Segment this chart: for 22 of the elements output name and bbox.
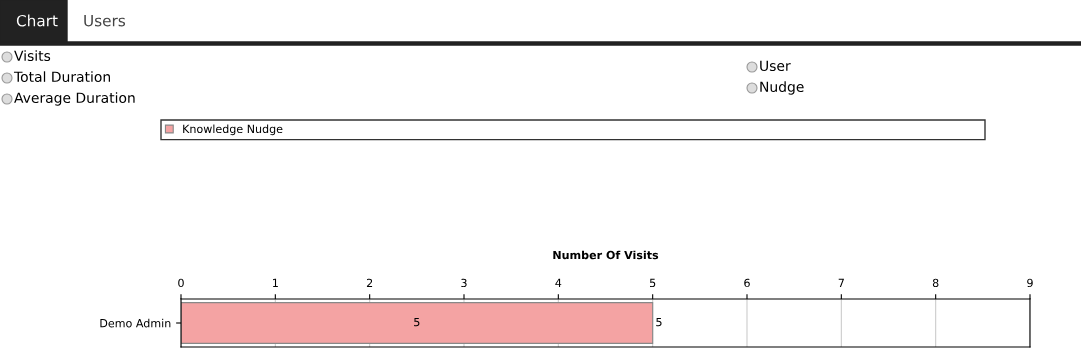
text: Visits — [14, 50, 51, 62]
x-axis-title: Number Of Visits — [553, 250, 659, 260]
text: Chart — [16, 14, 58, 27]
data-label: 5 — [414, 317, 420, 327]
legend-label: Knowledge Nudge — [183, 124, 283, 136]
x-tick-label: 5 — [649, 278, 656, 288]
y-tick-label: Demo Admin — [100, 318, 171, 328]
annotation: 5 — [656, 317, 662, 327]
x-tick-label: 9 — [1027, 278, 1033, 288]
x-tick-label: 2 — [366, 278, 373, 287]
x-tick-label: 4 — [555, 278, 562, 287]
text: User — [760, 60, 791, 72]
x-tick-label: 1 — [273, 278, 278, 287]
text: Nudge — [760, 81, 804, 95]
text: Users — [84, 15, 126, 27]
text: Total Duration — [13, 71, 110, 83]
x-tick-label: 8 — [932, 278, 939, 288]
text: Average Duration — [14, 92, 135, 106]
x-tick-label: 3 — [461, 278, 467, 288]
x-tick-label: 7 — [838, 278, 844, 287]
x-tick-label: 0 — [178, 278, 184, 288]
x-tick-label: 6 — [744, 278, 750, 288]
